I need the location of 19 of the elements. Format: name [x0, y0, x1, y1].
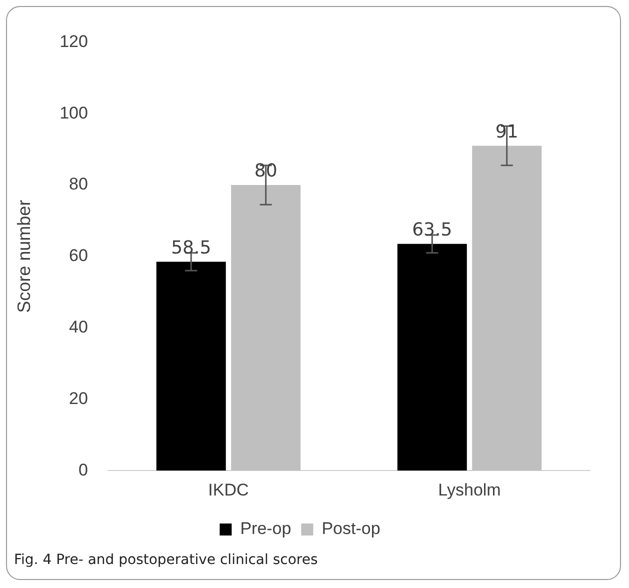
bar [397, 244, 467, 471]
y-tick-label: 100 [60, 103, 88, 122]
y-tick-label: 0 [78, 460, 88, 480]
x-tick-label: IKDC [208, 480, 249, 500]
y-axis-title: Score number [14, 200, 34, 313]
bar [156, 262, 226, 471]
bar [231, 185, 301, 471]
legend-label: Pre-op [240, 519, 292, 538]
y-tick-label: 80 [69, 174, 88, 194]
data-label: 58.5 [171, 237, 212, 258]
data-label: 63.5 [412, 220, 452, 241]
bar [472, 146, 542, 471]
y-tick-label: 40 [69, 317, 88, 336]
y-tick-label: 20 [69, 388, 88, 408]
caption: Fig. 4 Pre- and postoperative clinical scores [14, 552, 318, 568]
y-tick-label: 60 [69, 246, 88, 266]
x-tick-label: Lysholm [438, 480, 501, 500]
y-tick-label: 120 [60, 32, 88, 51]
legend-label: Post-op [322, 519, 380, 538]
